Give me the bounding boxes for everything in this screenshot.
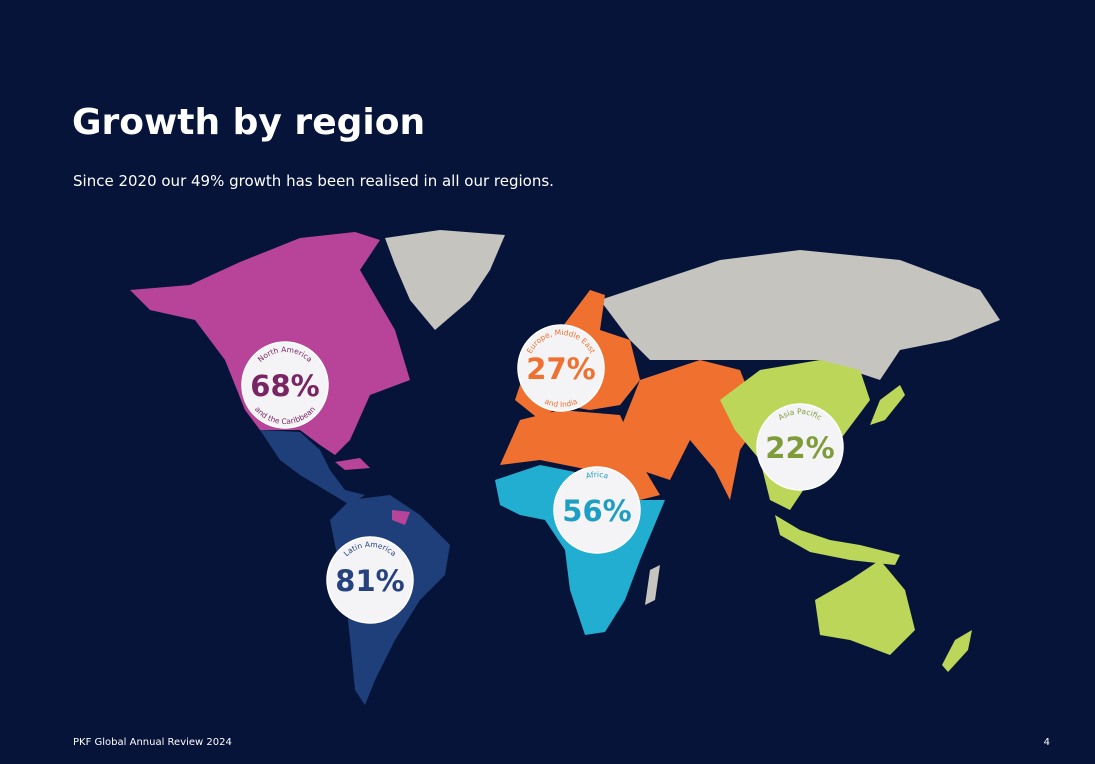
region-label-top: Africa <box>585 470 610 481</box>
region-growth: 22% <box>765 431 834 465</box>
region-growth: 56% <box>562 494 631 528</box>
badge-circle <box>553 466 641 554</box>
region-label-bottom: and India <box>543 397 578 409</box>
badge-circle <box>517 324 605 412</box>
badge-circle <box>756 403 844 491</box>
badge-circle <box>241 341 329 429</box>
badge-circle <box>326 536 414 624</box>
region-growth: 27% <box>526 352 595 386</box>
page-number: 4 <box>1044 737 1050 748</box>
region-growth: 81% <box>335 564 404 598</box>
title: Growth by region <box>72 102 425 143</box>
region-label: and India <box>543 397 578 409</box>
region-label: Africa <box>585 470 610 481</box>
subtitle: Since 2020 our 49% growth has been reali… <box>73 172 554 190</box>
region-growth: 68% <box>250 369 319 403</box>
footer-publication: PKF Global Annual Review 2024 <box>73 737 232 748</box>
